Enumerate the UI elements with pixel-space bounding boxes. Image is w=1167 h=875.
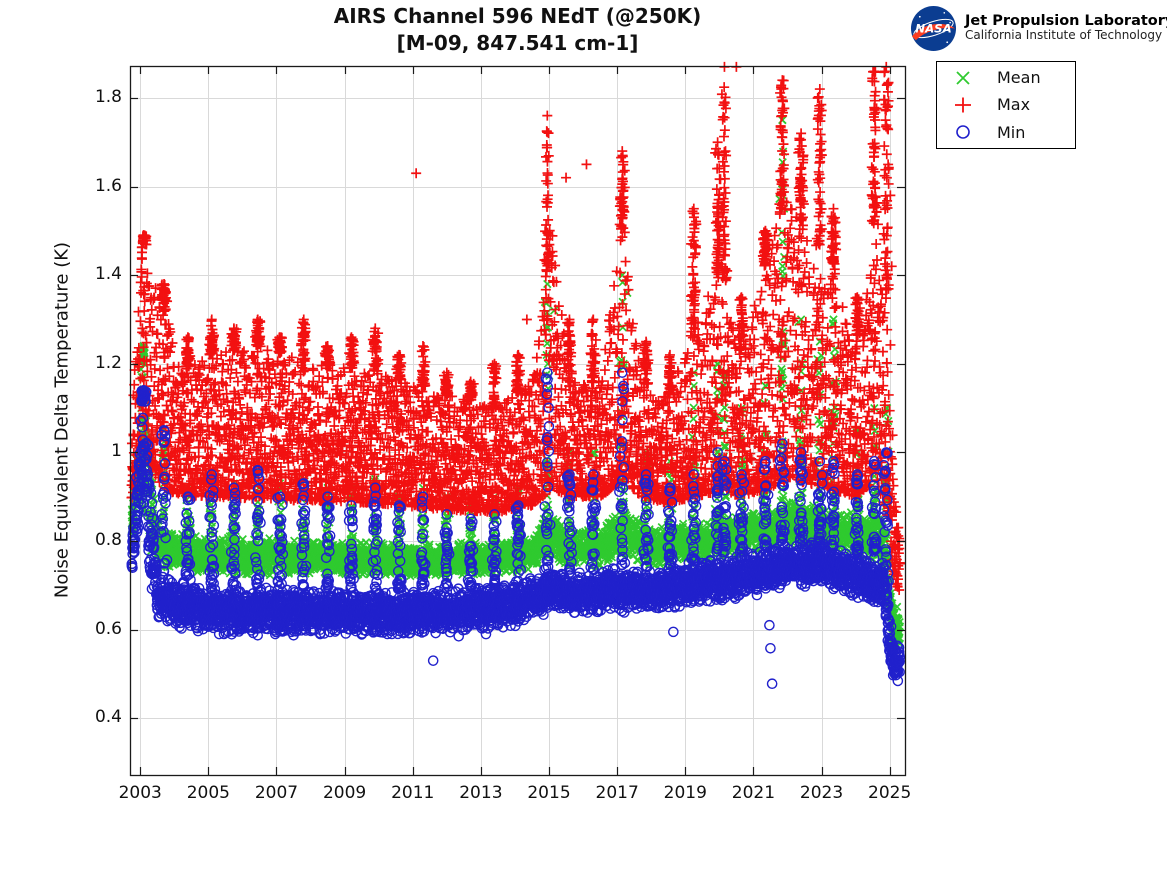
legend-item-min: Min: [937, 123, 1075, 142]
x-tick-label: 2007: [254, 783, 299, 803]
mean-x-marker-icon: [956, 71, 970, 85]
y-tick-label: 0.4: [94, 707, 122, 728]
legend-item-mean: Mean: [937, 68, 1075, 87]
y-tick-label: 1.6: [94, 175, 122, 196]
x-tick-label: 2021: [731, 783, 776, 803]
nasa-logo-text: NASA: [915, 21, 951, 35]
legend-label-mean: Mean: [997, 68, 1041, 88]
y-tick-label: 0.8: [94, 530, 122, 551]
legend-label-max: Max: [997, 95, 1031, 115]
y-tick-label: 1.4: [94, 264, 122, 285]
logo-org-sub: California Institute of Technology: [965, 28, 1163, 43]
chart-title: AIRS Channel 596 NEdT (@250K): [333, 4, 702, 28]
chart-legend: Mean Max Min: [936, 61, 1076, 149]
jpl-logo: NASA Jet Propulsion Laboratory Californi…: [910, 3, 1167, 53]
min-circle-marker-icon: [956, 125, 970, 140]
max-plus-marker-icon: [955, 97, 971, 113]
nasa-logo-icon: NASA: [910, 5, 957, 51]
x-tick-label: 2025: [868, 783, 912, 803]
y-tick-label: 1.2: [94, 352, 122, 373]
y-tick-label: 0.6: [94, 618, 122, 639]
x-tick-label: 2005: [186, 783, 230, 803]
x-tick-label: 2013: [459, 783, 503, 803]
x-tick-label: 2009: [322, 783, 367, 803]
legend-item-max: Max: [937, 95, 1075, 114]
x-tick-label: 2019: [663, 783, 707, 803]
x-tick-label: 2017: [595, 783, 639, 803]
x-tick-label: 2015: [527, 783, 571, 803]
y-tick-label: 1.8: [94, 86, 122, 107]
y-tick-label: 1: [111, 441, 122, 462]
x-tick-label: 2011: [391, 783, 435, 803]
chart-subtitle: [M-09, 847.541 cm-1]: [396, 31, 639, 55]
legend-label-min: Min: [997, 122, 1026, 142]
x-tick-label: 2003: [118, 783, 162, 803]
logo-org-name: Jet Propulsion Laboratory: [965, 12, 1167, 29]
x-tick-label: 2023: [799, 783, 844, 803]
